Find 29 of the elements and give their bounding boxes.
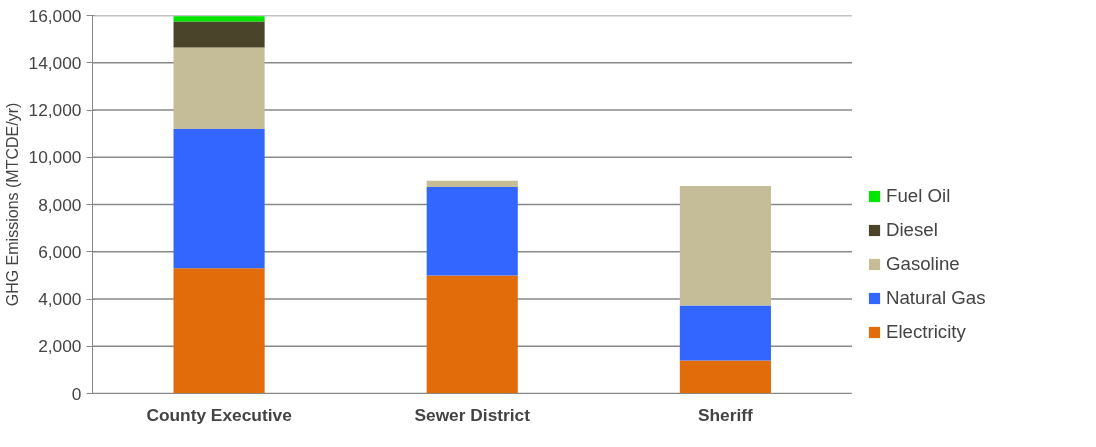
legend-label: Diesel bbox=[886, 219, 938, 241]
legend-label: Fuel Oil bbox=[886, 185, 951, 207]
legend-label: Gasoline bbox=[886, 253, 960, 275]
y-tick-label: 8,000 bbox=[38, 194, 82, 215]
y-axis-title: GHG Emissions (MTCDE/yr) bbox=[3, 102, 21, 307]
y-tick-label: 4,000 bbox=[38, 289, 82, 309]
y-tick-label: 2,000 bbox=[38, 336, 82, 357]
bar bbox=[679, 305, 771, 361]
x-tick-label: Sewer District bbox=[414, 404, 531, 425]
y-tick-label: 12,000 bbox=[28, 100, 82, 120]
y-tick-label: 6,000 bbox=[38, 241, 82, 262]
legend-label: Natural Gas bbox=[886, 287, 986, 309]
bar bbox=[173, 16, 265, 22]
bar bbox=[426, 275, 518, 394]
y-tick-label: 16,000 bbox=[28, 5, 82, 26]
y-tick-label: 10,000 bbox=[28, 147, 82, 168]
bar bbox=[173, 47, 265, 129]
bar bbox=[173, 21, 265, 48]
legend-label: Electricity bbox=[886, 321, 966, 343]
bar bbox=[426, 187, 518, 276]
bar bbox=[679, 360, 771, 394]
y-tick-label: 14,000 bbox=[28, 52, 82, 73]
x-tick-label: County Executive bbox=[146, 404, 293, 425]
bar bbox=[679, 186, 771, 306]
y-tick-label: 0 bbox=[71, 383, 82, 404]
bar bbox=[426, 180, 518, 188]
bar bbox=[173, 268, 265, 394]
x-tick-label: Sheriff bbox=[697, 404, 754, 425]
bar bbox=[173, 128, 265, 269]
